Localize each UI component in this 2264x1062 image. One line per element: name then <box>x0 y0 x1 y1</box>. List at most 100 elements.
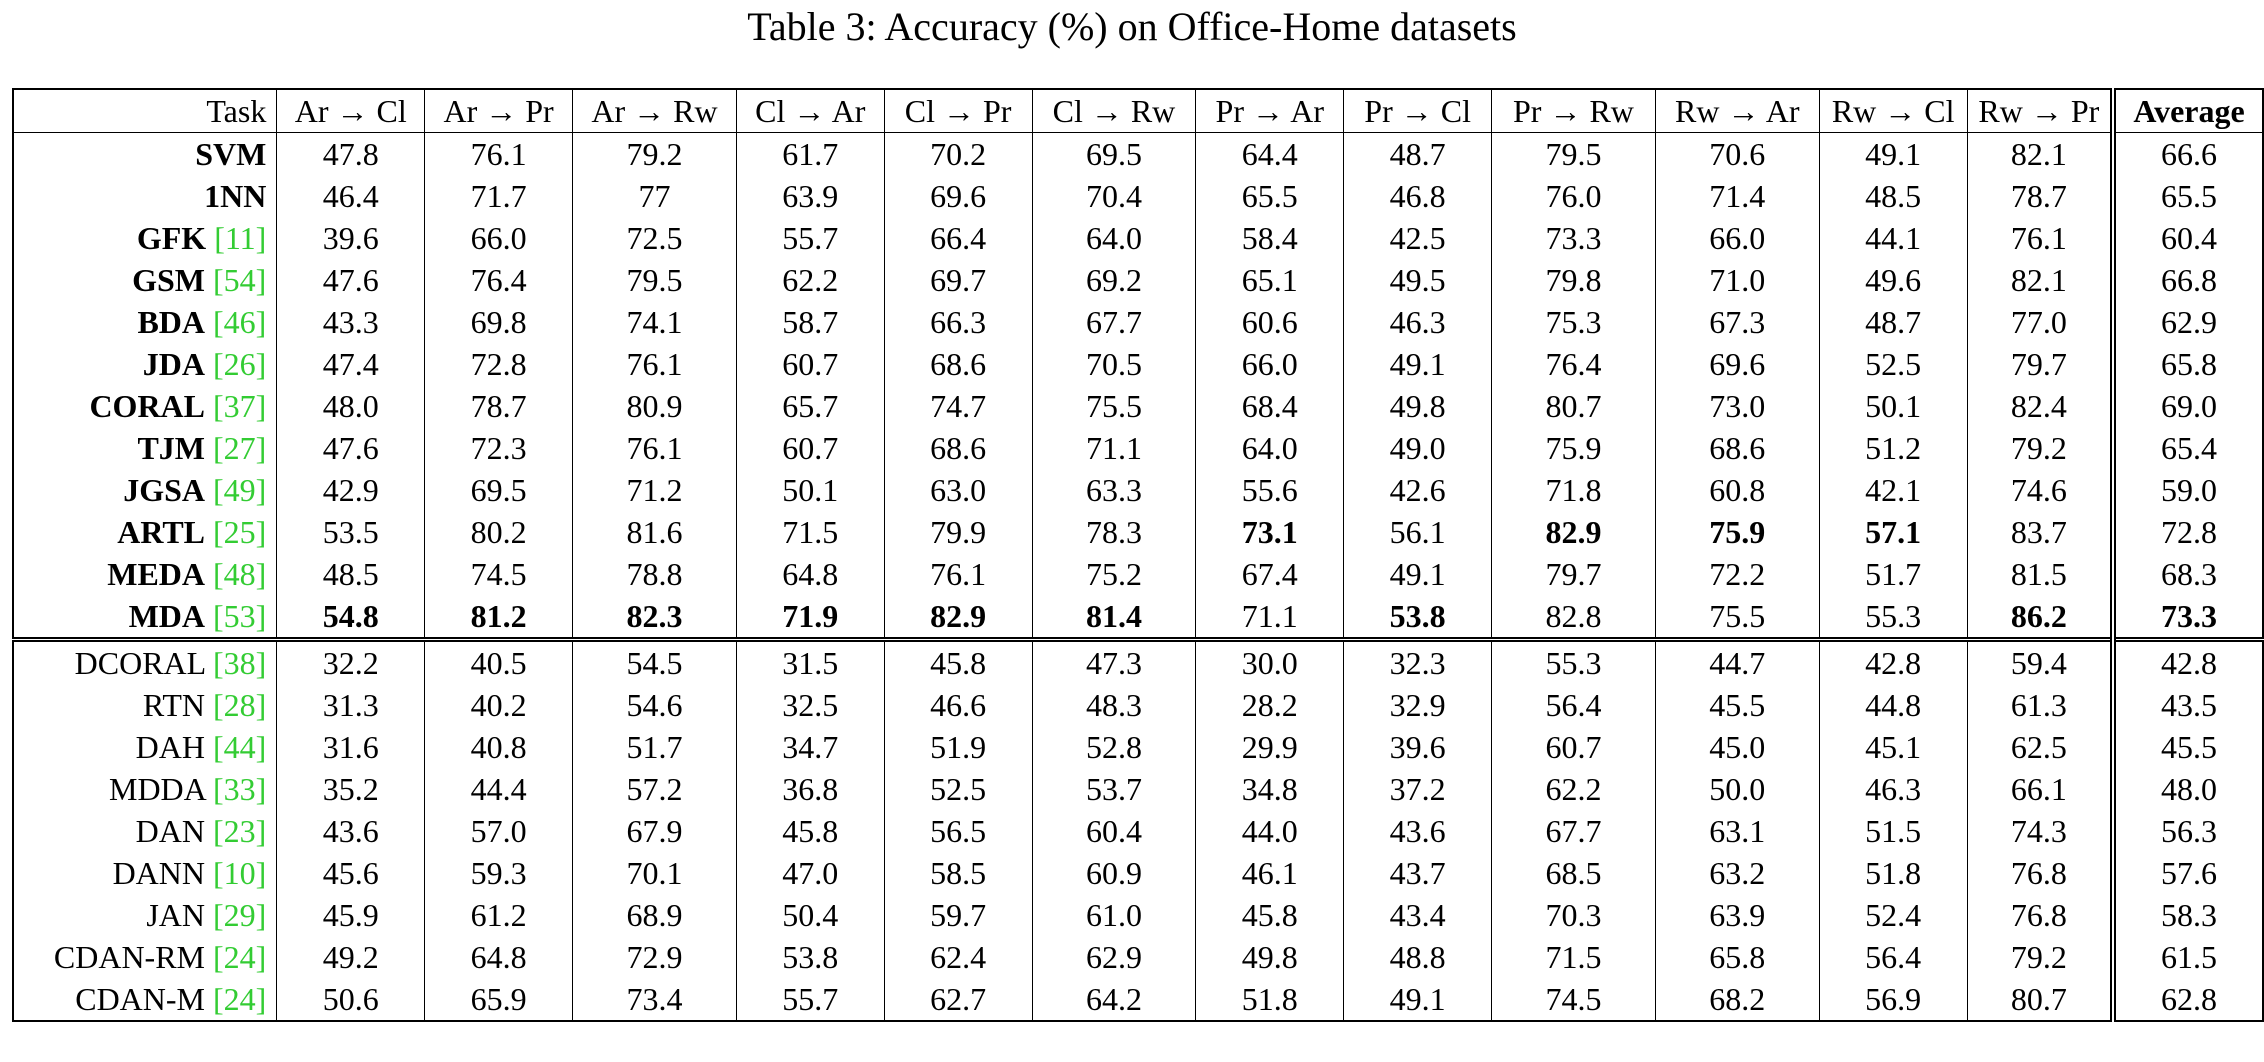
accuracy-cell: 80.2 <box>424 511 574 553</box>
accuracy-cell: 49.1 <box>1343 978 1493 1021</box>
accuracy-cell: 79.5 <box>1491 132 1656 175</box>
accuracy-cell: 57.1 <box>1818 511 1968 553</box>
accuracy-cell: 45.1 <box>1818 726 1968 768</box>
accuracy-cell: 52.5 <box>883 768 1033 810</box>
accuracy-cell: 65.7 <box>735 385 885 427</box>
accuracy-cell: 69.2 <box>1031 259 1197 301</box>
accuracy-cell: 64.0 <box>1195 427 1345 469</box>
average-cell: 72.8 <box>2110 511 2264 553</box>
citation-link[interactable]: [38] <box>213 645 267 681</box>
accuracy-cell: 46.8 <box>1343 175 1493 217</box>
accuracy-cell: 45.5 <box>1654 684 1820 726</box>
method-name: GSM <box>132 262 205 298</box>
accuracy-cell: 81.4 <box>1031 595 1197 640</box>
accuracy-cell: 46.6 <box>883 684 1033 726</box>
citation-link[interactable]: [10] <box>213 855 267 891</box>
accuracy-cell: 75.5 <box>1654 595 1820 640</box>
header-column: Ar → Pr <box>424 89 574 133</box>
citation-link[interactable]: [24] <box>213 981 267 1017</box>
accuracy-cell: 82.4 <box>1966 385 2114 427</box>
method-name: CORAL <box>89 388 205 424</box>
accuracy-cell: 73.1 <box>1195 511 1345 553</box>
accuracy-cell: 60.4 <box>1031 810 1197 852</box>
citation-link[interactable]: [23] <box>213 813 267 849</box>
accuracy-cell: 32.3 <box>1343 637 1493 684</box>
accuracy-cell: 67.4 <box>1195 553 1345 595</box>
citation-link[interactable]: [49] <box>213 472 267 508</box>
method-name: DAN <box>135 813 205 849</box>
accuracy-cell: 66.0 <box>1654 217 1820 259</box>
citation-link[interactable]: [24] <box>213 939 267 975</box>
accuracy-cell: 47.4 <box>276 343 426 385</box>
accuracy-cell: 50.1 <box>1818 385 1968 427</box>
accuracy-cell: 57.0 <box>424 810 574 852</box>
citation-link[interactable]: [29] <box>213 897 267 933</box>
citation-link[interactable]: [26] <box>213 346 267 382</box>
accuracy-cell: 59.3 <box>424 852 574 894</box>
citation-link[interactable]: [27] <box>213 430 267 466</box>
accuracy-cell: 54.6 <box>572 684 737 726</box>
accuracy-cell: 48.7 <box>1343 132 1493 175</box>
citation-link[interactable]: [46] <box>213 304 267 340</box>
citation-link[interactable]: [33] <box>213 771 267 807</box>
accuracy-cell: 49.5 <box>1343 259 1493 301</box>
method-cell: GSM [54] <box>12 259 278 301</box>
accuracy-cell: 71.2 <box>572 469 737 511</box>
citation-link[interactable]: [11] <box>214 220 267 256</box>
method-name: BDA <box>137 304 205 340</box>
average-cell: 42.8 <box>2110 637 2264 684</box>
accuracy-cell: 58.7 <box>735 301 885 343</box>
accuracy-cell: 63.1 <box>1654 810 1820 852</box>
table-row: SVM 47.8 76.1 79.2 61.7 70.2 69.5 64.4 48.7 79.5 7… <box>12 132 2264 175</box>
accuracy-cell: 56.4 <box>1491 684 1656 726</box>
citation-link[interactable]: [54] <box>213 262 267 298</box>
accuracy-cell: 82.1 <box>1966 259 2114 301</box>
accuracy-cell: 76.8 <box>1966 894 2114 936</box>
accuracy-cell: 81.5 <box>1966 553 2114 595</box>
accuracy-cell: 44.7 <box>1654 637 1820 684</box>
accuracy-cell: 55.6 <box>1195 469 1345 511</box>
citation-link[interactable]: [48] <box>213 556 267 592</box>
table-row: CDAN-M [24] 50.6 65.9 73.4 55.7 62.7 64.2 51.8 4… <box>12 978 2264 1021</box>
accuracy-cell: 53.7 <box>1031 768 1197 810</box>
table-row: CDAN-RM [24] 49.2 64.8 72.9 53.8 62.4 62.9 49.8… <box>12 936 2264 978</box>
average-cell: 60.4 <box>2110 217 2264 259</box>
accuracy-cell: 74.5 <box>424 553 574 595</box>
accuracy-cell: 80.7 <box>1491 385 1656 427</box>
citation-link[interactable]: [25] <box>213 514 267 550</box>
accuracy-cell: 64.2 <box>1031 978 1197 1021</box>
accuracy-cell: 51.9 <box>883 726 1033 768</box>
accuracy-cell: 59.4 <box>1966 637 2114 684</box>
accuracy-cell: 71.9 <box>735 595 885 640</box>
accuracy-cell: 71.1 <box>1195 595 1345 640</box>
accuracy-cell: 42.8 <box>1818 637 1968 684</box>
citation-link[interactable]: [44] <box>213 729 267 765</box>
average-cell: 48.0 <box>2110 768 2264 810</box>
accuracy-cell: 59.7 <box>883 894 1033 936</box>
method-name: JDA <box>142 346 205 382</box>
header-column: Rw → Cl <box>1818 89 1968 133</box>
accuracy-cell: 79.5 <box>572 259 737 301</box>
table-row: MDDA [33] 35.2 44.4 57.2 36.8 52.5 53.7 34.8 37.… <box>12 768 2264 810</box>
table-row: MDA [53] 54.8 81.2 82.3 71.9 82.9 81.4 71.1 53.8… <box>12 595 2264 640</box>
accuracy-cell: 63.0 <box>883 469 1033 511</box>
average-cell: 66.6 <box>2110 132 2264 175</box>
accuracy-cell: 52.5 <box>1818 343 1968 385</box>
accuracy-cell: 45.9 <box>276 894 426 936</box>
citation-link[interactable]: [53] <box>213 598 267 634</box>
accuracy-cell: 68.5 <box>1491 852 1656 894</box>
accuracy-cell: 39.6 <box>276 217 426 259</box>
accuracy-cell: 48.5 <box>1818 175 1968 217</box>
accuracy-cell: 46.3 <box>1343 301 1493 343</box>
accuracy-cell: 72.8 <box>424 343 574 385</box>
accuracy-cell: 78.7 <box>1966 175 2114 217</box>
average-cell: 43.5 <box>2110 684 2264 726</box>
method-name: MDDA <box>108 771 205 807</box>
citation-link[interactable]: [37] <box>213 388 267 424</box>
accuracy-cell: 36.8 <box>735 768 885 810</box>
accuracy-cell: 43.6 <box>1343 810 1493 852</box>
citation-link[interactable]: [28] <box>213 687 267 723</box>
accuracy-cell: 64.8 <box>424 936 574 978</box>
accuracy-cell: 34.7 <box>735 726 885 768</box>
method-cell: JGSA [49] <box>12 469 278 511</box>
